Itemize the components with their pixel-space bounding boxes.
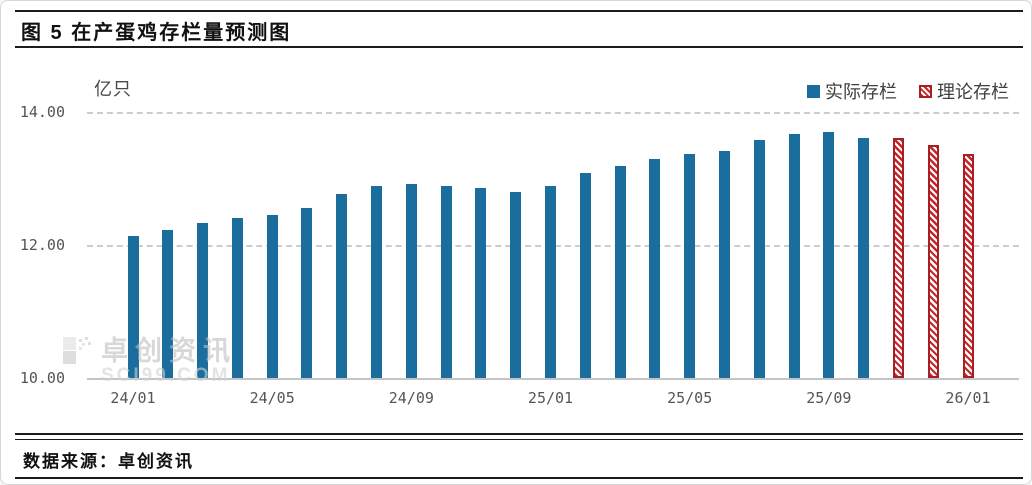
- x-tick-label: 24/09: [388, 389, 434, 407]
- y-tick-label: 14.00: [19, 103, 65, 121]
- x-tick-label: 24/01: [110, 389, 156, 407]
- legend-marker-actual-icon: [807, 84, 820, 98]
- title-divider: [15, 46, 1023, 48]
- bar-实际存栏-24/04: [231, 217, 243, 378]
- x-tick-label: 24/05: [249, 389, 295, 407]
- bar-实际存栏-25/04: [649, 158, 661, 378]
- bar-实际存栏-24/10: [440, 185, 452, 378]
- bar-实际存栏-25/09: [823, 131, 835, 378]
- legend-label-theory: 理论存栏: [937, 82, 1009, 102]
- x-tick-label: 25/09: [806, 389, 852, 407]
- bottom-divider: [15, 477, 1023, 479]
- bar-实际存栏-25/02: [579, 172, 591, 378]
- bar-实际存栏-24/08: [371, 185, 383, 378]
- bar-实际存栏-25/07: [753, 139, 765, 378]
- x-axis-baseline: [87, 378, 1019, 380]
- legend-item-theory: 理论存栏: [919, 78, 1009, 104]
- bar-实际存栏-25/10: [858, 137, 870, 378]
- bar-实际存栏-24/02: [162, 230, 174, 378]
- bar-实际存栏-25/03: [614, 165, 626, 378]
- chart-legend: 实际存栏 理论存栏: [807, 78, 1009, 104]
- figure-title: 图 5 在产蛋鸡存栏量预测图: [21, 22, 292, 44]
- bar-实际存栏-24/06: [301, 208, 313, 378]
- bar-理论存栏-26/01: [962, 153, 974, 378]
- x-tick-label: 26/01: [945, 389, 991, 407]
- bar-实际存栏-25/05: [684, 153, 696, 378]
- bar-实际存栏-25/08: [788, 133, 800, 378]
- footer-divider-upper: [15, 433, 1023, 435]
- bar-实际存栏-24/09: [405, 183, 417, 378]
- bar-理论存栏-25/12: [927, 145, 939, 378]
- y-tick-label: 10.00: [19, 369, 65, 387]
- bar-实际存栏-25/01: [545, 186, 556, 378]
- top-divider: [15, 10, 1023, 12]
- y-axis-unit-label: 亿只: [94, 79, 132, 99]
- gridline: [87, 112, 1019, 114]
- bar-实际存栏-24/12: [510, 191, 522, 378]
- legend-item-actual: 实际存栏: [807, 78, 897, 104]
- x-tick-label: 25/05: [667, 389, 713, 407]
- bar-实际存栏-24/11: [475, 187, 487, 378]
- bar-实际存栏-24/01: [127, 236, 139, 378]
- bar-理论存栏-25/11: [892, 137, 904, 378]
- legend-label-actual: 实际存栏: [825, 82, 897, 102]
- bar-实际存栏-25/06: [718, 150, 730, 378]
- bar-实际存栏-24/05: [266, 215, 278, 378]
- footer-divider-lower: [15, 439, 1023, 440]
- y-tick-label: 12.00: [19, 236, 65, 254]
- legend-marker-theory-icon: [919, 84, 932, 98]
- bar-实际存栏-24/03: [197, 223, 209, 378]
- bar-实际存栏-24/07: [336, 193, 348, 378]
- data-source-label: 数据来源：卓创资讯: [23, 452, 194, 471]
- x-tick-label: 25/01: [527, 389, 574, 407]
- watermark-logo-icon: [63, 337, 91, 364]
